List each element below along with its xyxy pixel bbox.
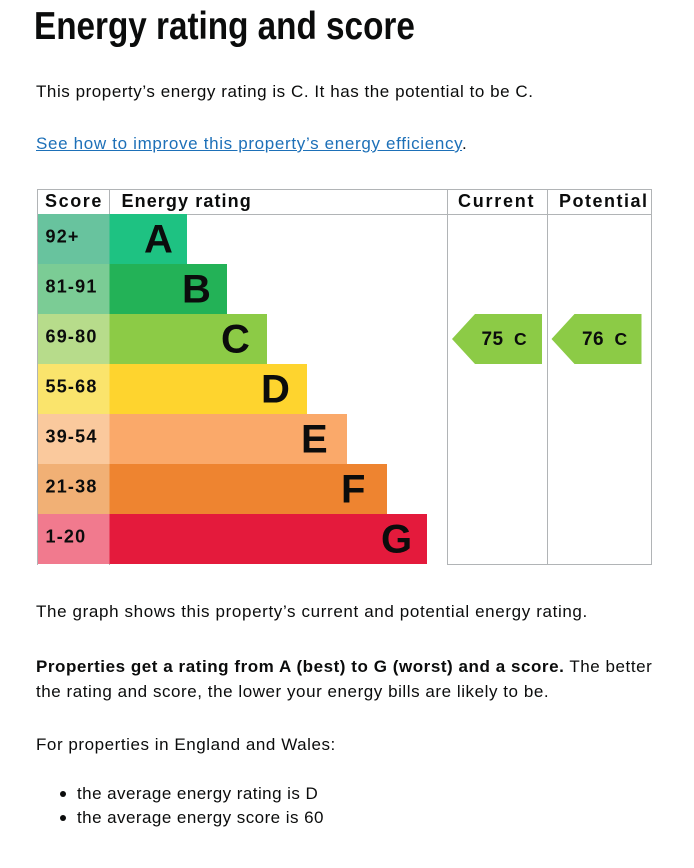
- svg-text:76: 76: [582, 329, 604, 350]
- svg-text:Score: Score: [45, 191, 103, 211]
- svg-text:C: C: [615, 329, 628, 349]
- svg-text:Current: Current: [458, 191, 535, 211]
- svg-text:E: E: [301, 418, 328, 462]
- svg-text:F: F: [341, 468, 365, 512]
- svg-text:92+: 92+: [46, 227, 80, 247]
- svg-text:69-80: 69-80: [46, 327, 98, 347]
- svg-text:39-54: 39-54: [46, 427, 98, 447]
- svg-text:21-38: 21-38: [46, 477, 98, 497]
- svg-text:81-91: 81-91: [46, 277, 98, 297]
- svg-text:C: C: [514, 329, 527, 349]
- svg-text:55-68: 55-68: [46, 377, 98, 397]
- svg-text:75: 75: [482, 329, 504, 350]
- svg-text:G: G: [381, 518, 412, 562]
- svg-text:C: C: [221, 318, 250, 362]
- svg-text:B: B: [182, 268, 211, 312]
- svg-text:D: D: [261, 368, 290, 412]
- svg-text:Potential: Potential: [559, 191, 649, 211]
- svg-text:Energy rating: Energy rating: [122, 191, 252, 211]
- svg-text:A: A: [144, 218, 173, 262]
- svg-text:1-20: 1-20: [46, 527, 87, 547]
